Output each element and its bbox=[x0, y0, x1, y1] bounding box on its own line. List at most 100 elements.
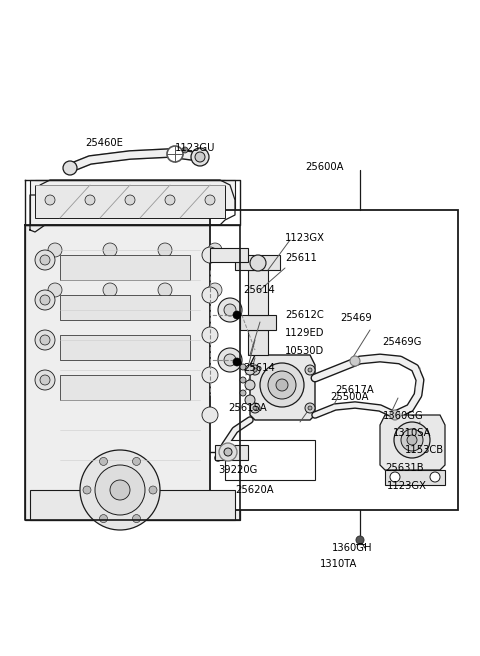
Circle shape bbox=[276, 379, 288, 391]
Text: 1153CB: 1153CB bbox=[405, 445, 444, 455]
Circle shape bbox=[40, 335, 50, 345]
Circle shape bbox=[35, 250, 55, 270]
Circle shape bbox=[268, 371, 296, 399]
Circle shape bbox=[149, 486, 157, 494]
Circle shape bbox=[260, 363, 304, 407]
Text: 25611: 25611 bbox=[285, 253, 317, 263]
Circle shape bbox=[158, 243, 172, 257]
Circle shape bbox=[35, 330, 55, 350]
Text: 25620A: 25620A bbox=[235, 485, 274, 495]
Circle shape bbox=[125, 195, 135, 205]
Text: 1360GG: 1360GG bbox=[383, 411, 424, 421]
Circle shape bbox=[45, 195, 55, 205]
Circle shape bbox=[103, 283, 117, 297]
Circle shape bbox=[356, 536, 364, 544]
Text: 25617A: 25617A bbox=[335, 385, 374, 395]
Circle shape bbox=[205, 195, 215, 205]
Bar bbox=[60, 295, 190, 320]
Polygon shape bbox=[248, 330, 268, 355]
Text: 25631B: 25631B bbox=[385, 463, 424, 473]
Circle shape bbox=[224, 448, 232, 456]
Circle shape bbox=[40, 375, 50, 385]
Circle shape bbox=[132, 457, 141, 465]
Circle shape bbox=[195, 152, 205, 162]
Text: 1123GU: 1123GU bbox=[175, 143, 216, 153]
Polygon shape bbox=[25, 225, 240, 520]
Circle shape bbox=[165, 195, 175, 205]
Circle shape bbox=[83, 486, 91, 494]
Polygon shape bbox=[385, 470, 445, 485]
Circle shape bbox=[219, 443, 237, 461]
Circle shape bbox=[48, 243, 62, 257]
Circle shape bbox=[191, 148, 209, 166]
Circle shape bbox=[202, 247, 218, 263]
Polygon shape bbox=[35, 185, 225, 218]
Circle shape bbox=[401, 429, 423, 451]
Circle shape bbox=[250, 365, 260, 375]
Circle shape bbox=[218, 348, 242, 372]
Circle shape bbox=[158, 283, 172, 297]
Polygon shape bbox=[250, 355, 315, 420]
Bar bbox=[225, 440, 315, 480]
Bar bbox=[60, 255, 190, 280]
Circle shape bbox=[85, 195, 95, 205]
Polygon shape bbox=[240, 315, 276, 330]
Circle shape bbox=[202, 407, 218, 423]
Circle shape bbox=[305, 403, 315, 413]
Circle shape bbox=[245, 395, 255, 405]
Circle shape bbox=[350, 356, 360, 366]
Circle shape bbox=[245, 365, 255, 375]
Circle shape bbox=[430, 472, 440, 482]
Circle shape bbox=[240, 390, 246, 396]
Text: 1123GX: 1123GX bbox=[387, 481, 427, 491]
Circle shape bbox=[224, 304, 236, 316]
Bar bbox=[60, 335, 190, 360]
Circle shape bbox=[208, 243, 222, 257]
Text: 39220G: 39220G bbox=[218, 465, 257, 475]
Circle shape bbox=[250, 255, 266, 271]
Text: 10530D: 10530D bbox=[285, 346, 324, 356]
Text: 25600A: 25600A bbox=[305, 162, 344, 172]
Circle shape bbox=[99, 457, 108, 465]
Circle shape bbox=[99, 514, 108, 523]
Polygon shape bbox=[30, 490, 235, 520]
Text: 1129ED: 1129ED bbox=[285, 328, 324, 338]
Circle shape bbox=[394, 422, 430, 458]
Circle shape bbox=[218, 298, 242, 322]
Circle shape bbox=[253, 368, 257, 372]
Polygon shape bbox=[30, 180, 235, 225]
Circle shape bbox=[48, 283, 62, 297]
Circle shape bbox=[390, 410, 400, 420]
Circle shape bbox=[182, 147, 188, 153]
Text: 25469: 25469 bbox=[340, 313, 372, 323]
Text: 25612C: 25612C bbox=[285, 310, 324, 320]
Circle shape bbox=[202, 287, 218, 303]
Text: 1310SA: 1310SA bbox=[393, 428, 432, 438]
Circle shape bbox=[80, 450, 160, 530]
Circle shape bbox=[202, 327, 218, 343]
Circle shape bbox=[208, 283, 222, 297]
Circle shape bbox=[110, 480, 130, 500]
Polygon shape bbox=[210, 248, 248, 262]
Circle shape bbox=[253, 406, 257, 410]
Text: 25500A: 25500A bbox=[330, 392, 369, 402]
Circle shape bbox=[233, 358, 241, 366]
Polygon shape bbox=[215, 445, 248, 460]
Polygon shape bbox=[235, 255, 280, 270]
Circle shape bbox=[95, 465, 145, 515]
Polygon shape bbox=[30, 180, 235, 232]
Circle shape bbox=[308, 368, 312, 372]
Bar bbox=[60, 375, 190, 400]
Circle shape bbox=[233, 311, 241, 319]
Circle shape bbox=[390, 472, 400, 482]
Text: 1123GX: 1123GX bbox=[285, 233, 325, 243]
Circle shape bbox=[40, 255, 50, 265]
Text: 1360GH: 1360GH bbox=[332, 543, 372, 553]
Circle shape bbox=[132, 514, 141, 523]
Circle shape bbox=[308, 406, 312, 410]
Circle shape bbox=[40, 295, 50, 305]
Text: 25615A: 25615A bbox=[228, 403, 267, 413]
Polygon shape bbox=[380, 415, 445, 470]
Circle shape bbox=[240, 364, 246, 370]
Text: 25614: 25614 bbox=[243, 285, 275, 295]
